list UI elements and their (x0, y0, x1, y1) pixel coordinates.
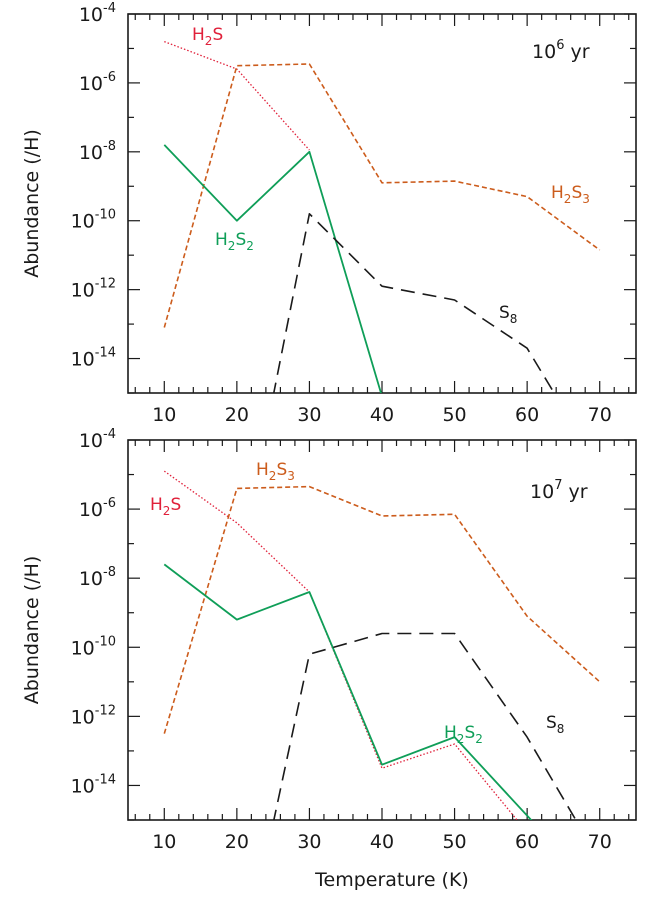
x-tick-label: 10 (152, 404, 176, 426)
series-line-h2s2 (163, 144, 382, 393)
series-line-s8 (272, 213, 556, 393)
series-label: S8 (499, 303, 517, 326)
y-tick-label: 10-6 (79, 496, 116, 521)
time-annotation: 107 yr (530, 478, 588, 503)
series-line-h2s (163, 470, 518, 820)
series-line-h2s3 (163, 63, 601, 328)
series-label: H2S2 (215, 230, 254, 253)
y-tick-label: 10-10 (71, 634, 116, 659)
y-tick-label: 10-8 (79, 139, 116, 164)
y-axis-title: Abundance (/H) (21, 129, 43, 278)
series-label: H2S (192, 25, 223, 48)
x-tick-label: 60 (515, 831, 539, 853)
x-tick-label: 70 (588, 831, 612, 853)
x-tick-label: 40 (370, 404, 394, 426)
y-tick-label: 10-10 (71, 208, 116, 233)
series-line-h2s (164, 40, 310, 151)
x-tick-label: 70 (588, 404, 612, 426)
x-tick-label: 50 (442, 831, 466, 853)
x-tick-label: 30 (297, 831, 321, 853)
series-line-s8 (273, 632, 577, 820)
x-tick-label: 20 (225, 831, 249, 853)
y-tick-label: 10-12 (71, 277, 116, 302)
y-tick-label: 10-6 (79, 70, 116, 95)
y-axis-title: Abundance (/H) (21, 556, 43, 705)
plot-frame (127, 13, 637, 394)
series-label: S8 (546, 713, 564, 736)
time-annotation: 106 yr (532, 38, 590, 63)
series-label: H2S (150, 495, 181, 518)
x-tick-label: 10 (152, 831, 176, 853)
series-label: H2S2 (444, 723, 483, 746)
y-tick-label: 10-4 (79, 1, 116, 26)
y-tick-label: 10-8 (79, 565, 116, 590)
y-tick-label: 10-4 (79, 427, 116, 452)
series-line-h2s2 (163, 563, 533, 820)
y-tick-label: 10-14 (71, 346, 116, 371)
y-tick-label: 10-14 (71, 772, 116, 797)
x-tick-label: 60 (515, 404, 539, 426)
chart-panel-bottom: 10 20 30 40 50 60 70 10-4 10-6 10-8 10-10 10-12 10-1… (21, 427, 637, 853)
series-label: H2S3 (256, 460, 295, 483)
x-tick-label: 30 (297, 404, 321, 426)
chart-panel-top: 10 20 30 40 50 60 70 10-4 10-6 10-8 10-10 10-12 10-1… (21, 1, 637, 426)
series-label: H2S3 (551, 183, 590, 206)
series-line-h2s3 (163, 485, 601, 734)
x-tick-label: 50 (442, 404, 466, 426)
x-tick-label: 40 (370, 831, 394, 853)
x-tick-label: 20 (225, 404, 249, 426)
y-tick-label: 10-12 (71, 703, 116, 728)
x-axis-title: Temperature (K) (314, 869, 469, 891)
